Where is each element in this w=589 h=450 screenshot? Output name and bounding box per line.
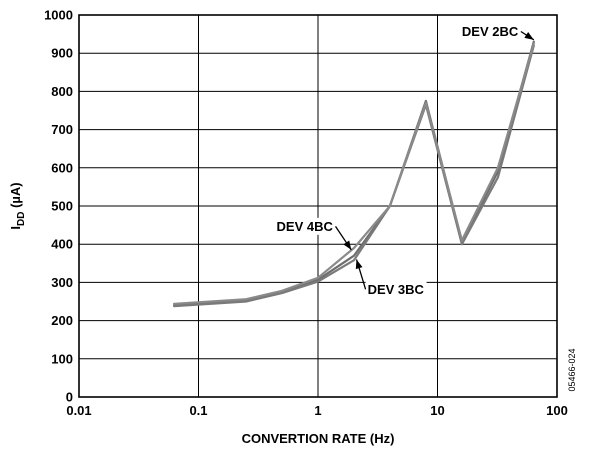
x-tick-label: 0.01: [66, 403, 91, 418]
y-tick-labels: 0 100 200 300 400 500 600 700 800 900 1000: [44, 8, 73, 405]
annotation-label: DEV 4BC: [277, 219, 334, 234]
annotation-label-bg: [365, 280, 427, 298]
annotation-arrow-head: [524, 32, 534, 40]
annotation-arrow-head: [343, 240, 352, 250]
plot-frame: [78, 14, 558, 398]
annotation-label: DEV 3BC: [368, 282, 425, 297]
annotations: DEV 2BC DEV 4BC DEV 3BC: [274, 23, 535, 298]
y-tick-label: 300: [51, 275, 73, 290]
series-line-dev-2bc: [173, 40, 535, 307]
y-axis-title-sub: DD: [16, 212, 27, 226]
x-tick-label: 100: [546, 403, 568, 418]
x-tick-label: 1: [314, 403, 321, 418]
y-tick-label: 200: [51, 313, 73, 328]
y-tick-label: 700: [51, 122, 73, 137]
x-tick-label: 0.1: [189, 403, 207, 418]
x-tick-labels: 0.01 0.1 1 10 100: [66, 403, 568, 418]
annotation-label-bg: [274, 217, 336, 235]
annotation-arrow-head: [355, 259, 363, 270]
figure-id-label: 05466-024: [567, 348, 577, 391]
y-tick-label: 1000: [44, 8, 73, 23]
annotation-label-bg: [459, 23, 521, 41]
y-axis-title-main: I: [8, 226, 23, 230]
y-tick-label: 400: [51, 237, 73, 252]
x-tick-label: 10: [430, 403, 444, 418]
y-tick-label: 500: [51, 199, 73, 214]
y-axis-title-unit: (µA): [8, 182, 23, 211]
y-tick-label: 600: [51, 160, 73, 175]
y-tick-label: 800: [51, 84, 73, 99]
annotation-label: DEV 2BC: [462, 24, 519, 39]
x-axis-title: CONVERTION RATE (Hz): [242, 431, 395, 446]
y-tick-label: 900: [51, 46, 73, 61]
y-tick-label: 100: [51, 351, 73, 366]
y-tick-label: 0: [66, 390, 73, 405]
series-lines: [173, 40, 535, 308]
grid: [78, 14, 558, 398]
y-axis-title: IDD (µA): [8, 182, 27, 229]
series-line-dev-4bc: [173, 42, 535, 305]
series-line-dev-3bc: [173, 44, 535, 308]
